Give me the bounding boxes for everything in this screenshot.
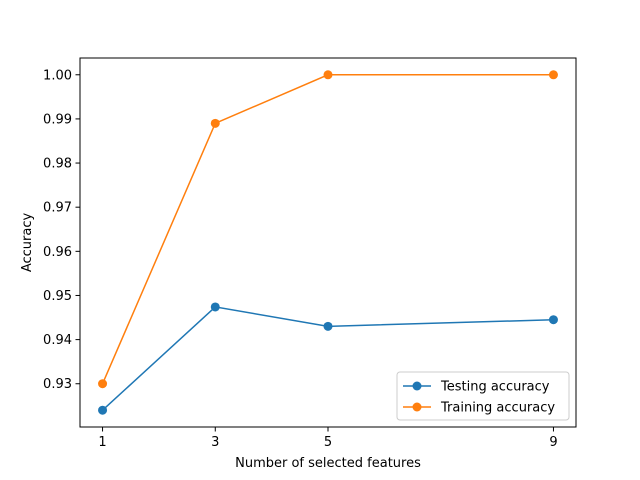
x-tick-label-3: 9 [549, 435, 557, 450]
series-line-1 [101, 74, 554, 385]
y-tick-label-1: 0.94 [43, 333, 72, 348]
y-tick-label-5: 0.98 [43, 157, 72, 172]
y-tick-label-3: 0.96 [43, 245, 72, 260]
x-tick-label-1: 3 [211, 435, 219, 450]
series-layer [98, 70, 558, 415]
x-tick-label-0: 1 [98, 435, 106, 450]
data-point-0-1 [210, 302, 220, 312]
legend-marker-0 [412, 381, 422, 391]
legend-label-0: Testing accuracy [440, 380, 550, 395]
data-point-0-2 [323, 321, 333, 331]
x-axis-label: Number of selected features [235, 456, 421, 471]
x-tick-label-2: 5 [324, 435, 332, 450]
data-point-1-3 [548, 70, 558, 80]
y-axis: 0.93 0.94 0.95 0.96 0.97 0.98 0.99 1.00 [43, 68, 80, 392]
y-tick-label-0: 0.93 [43, 377, 72, 392]
legend-marker-1 [412, 402, 422, 412]
x-axis: 1 3 5 9 [98, 427, 558, 450]
data-point-0-3 [548, 315, 558, 325]
data-point-1-1 [210, 118, 220, 128]
data-point-1-2 [323, 70, 333, 80]
series-line-0 [102, 306, 554, 411]
y-tick-label-2: 0.95 [43, 289, 72, 304]
y-axis-label: Accuracy [20, 213, 35, 273]
legend-label-1: Training accuracy [440, 401, 555, 416]
data-point-1-0 [98, 379, 108, 389]
data-point-0-0 [98, 405, 108, 415]
y-tick-label-4: 0.97 [43, 201, 72, 216]
y-tick-label-6: 0.99 [43, 112, 72, 127]
legend: Testing accuracy Training accuracy [396, 371, 570, 421]
legend-box [396, 371, 570, 421]
y-tick-label-7: 1.00 [43, 68, 72, 83]
